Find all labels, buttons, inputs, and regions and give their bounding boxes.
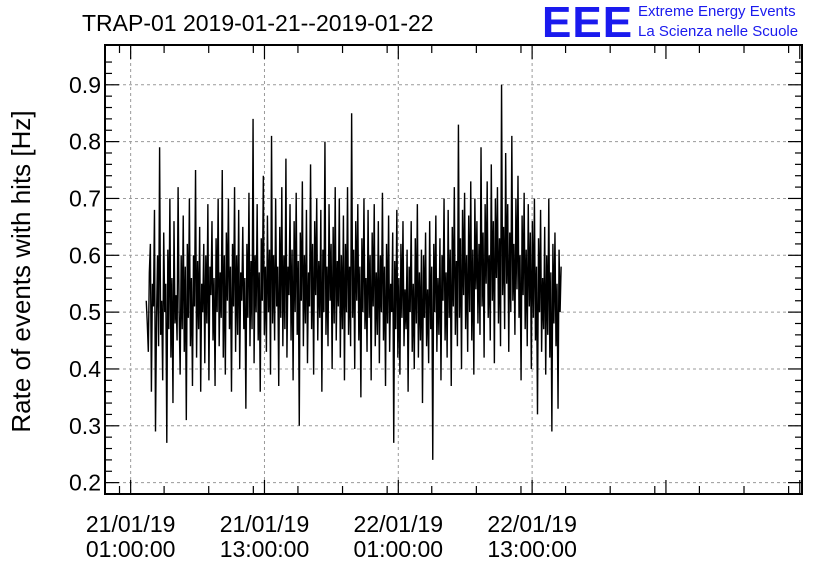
- x-tick-time-label: 13:00:00: [487, 536, 577, 562]
- chart-title: TRAP-01 2019-01-21--2019-01-22: [82, 10, 434, 36]
- x-tick-date-label: 21/01/19: [220, 511, 310, 537]
- y-tick-label: 0.6: [69, 242, 101, 268]
- eee-logo: EEE: [542, 0, 634, 47]
- x-tick-date-label: 22/01/19: [354, 511, 444, 537]
- x-tick-date-label: 21/01/19: [86, 511, 176, 537]
- x-axis: 21/01/1901:00:0021/01/1913:00:0022/01/19…: [86, 45, 801, 562]
- y-tick-label: 0.5: [69, 299, 101, 325]
- x-tick-time-label: 01:00:00: [354, 536, 444, 562]
- logo-line-1: Extreme Energy Events: [638, 3, 796, 20]
- y-tick-label: 0.7: [69, 185, 101, 211]
- y-axis-title: Rate of events with hits [Hz]: [6, 110, 36, 432]
- y-tick-label: 0.9: [69, 72, 101, 98]
- logo-line-2: La Scienza nelle Scuole: [638, 23, 799, 40]
- y-tick-label: 0.8: [69, 129, 101, 155]
- rate-series-line: [145, 84, 562, 460]
- x-tick-time-label: 01:00:00: [86, 536, 176, 562]
- y-tick-label: 0.3: [69, 413, 101, 439]
- plot-frame: [104, 44, 803, 495]
- y-tick-label: 0.4: [69, 356, 101, 382]
- y-axis: 0.2 0.3 0.4 0.5 0.6 0.7 0.8 0.9: [69, 61, 802, 496]
- x-tick-date-label: 22/01/19: [487, 511, 577, 537]
- y-tick-label: 0.2: [69, 470, 101, 496]
- x-tick-time-label: 13:00:00: [220, 536, 310, 562]
